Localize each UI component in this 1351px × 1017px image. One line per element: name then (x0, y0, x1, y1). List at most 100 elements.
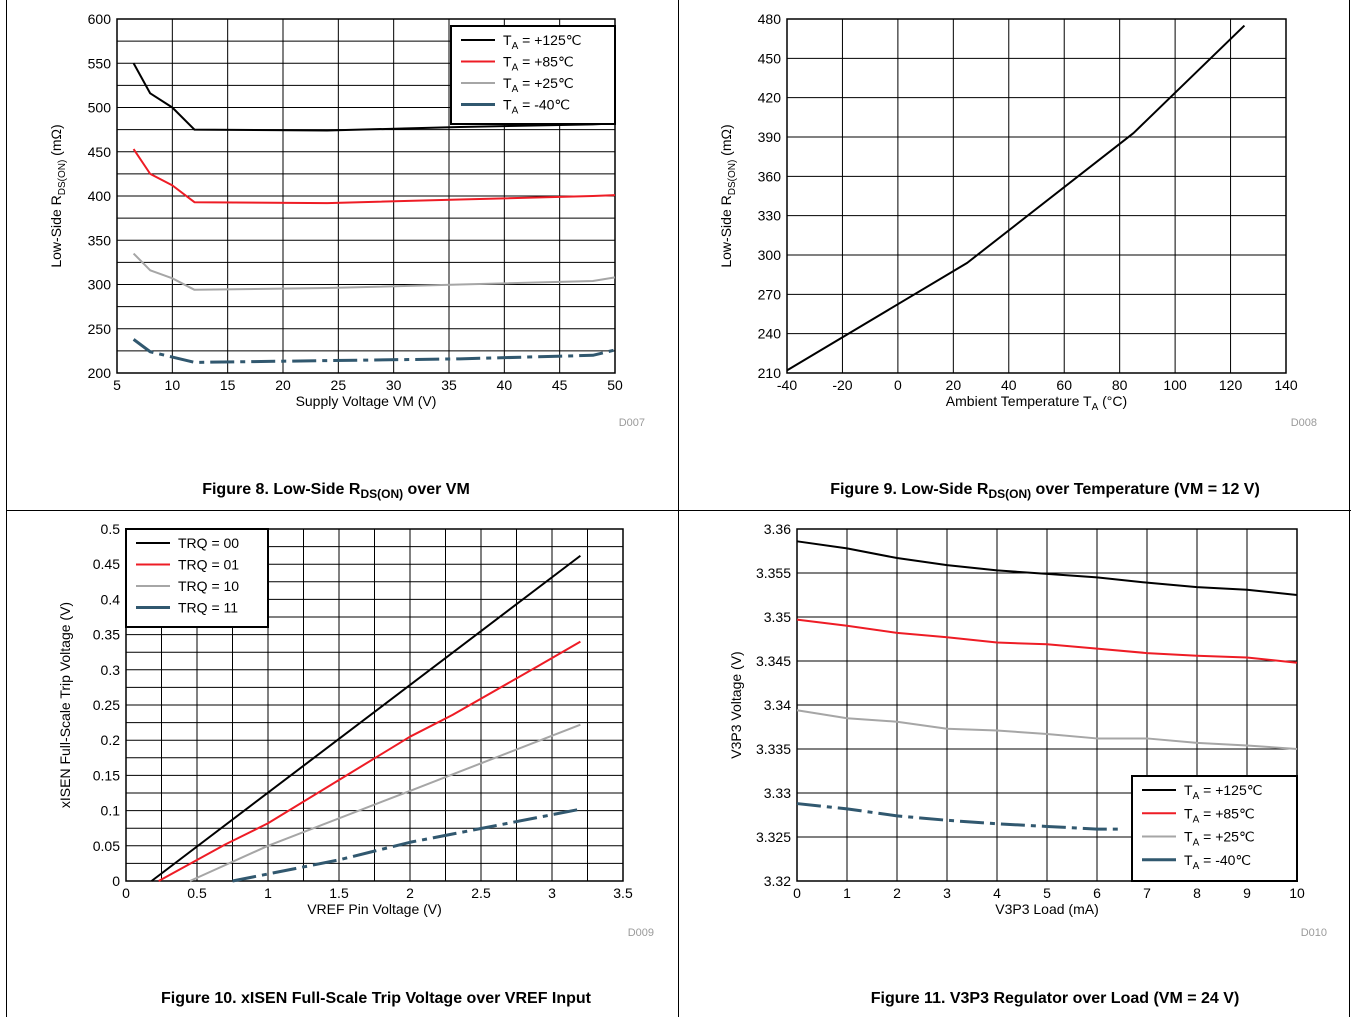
x-tick-label: 3 (943, 885, 951, 901)
figure-caption: Figure 11. V3P3 Regulator over Load (VM … (871, 990, 1240, 1007)
legend-entry: TA = +125℃ (1184, 782, 1262, 802)
legend-entry: TA = +85℃ (1184, 805, 1255, 825)
x-tick-label: 50 (607, 377, 623, 393)
legend-box (1131, 775, 1298, 882)
x-axis-label: V3P3 Load (mA) (995, 901, 1099, 917)
panel-divider-vertical (678, 0, 679, 1017)
series-line (132, 252, 616, 291)
y-tick-label: 3.325 (756, 829, 791, 845)
legend-entry: TRQ = 01 (178, 557, 239, 573)
x-tick-label: 0.5 (187, 885, 207, 901)
series-line (132, 338, 616, 364)
y-tick-label: 600 (88, 11, 112, 27)
legend-entry: TA = +125℃ (503, 32, 581, 52)
y-tick-label: 200 (88, 365, 112, 381)
legend-entry: TA = -40℃ (1184, 852, 1251, 872)
legend-entry: TRQ = 11 (178, 600, 238, 616)
figure-code: D007 (619, 417, 645, 429)
legend-entry: TRQ = 10 (178, 578, 239, 594)
x-tick-label: 5 (1043, 885, 1051, 901)
x-tick-label: 25 (331, 377, 347, 393)
y-tick-label: 3.355 (756, 565, 791, 581)
x-tick-label: 0 (793, 885, 801, 901)
y-tick-label: 0.15 (93, 767, 120, 783)
x-tick-label: 2 (893, 885, 901, 901)
y-tick-label: 360 (758, 168, 782, 184)
series-line (158, 640, 581, 882)
x-axis-label: Ambient Temperature TA (°C) (946, 393, 1127, 413)
y-tick-label: 400 (88, 188, 112, 204)
figure-caption: Figure 9. Low-Side RDS(ON) over Temperat… (830, 481, 1260, 501)
x-tick-label: 10 (165, 377, 181, 393)
x-axis-label: VREF Pin Voltage (V) (307, 901, 442, 917)
x-axis-label: Supply Voltage VM (V) (296, 393, 437, 409)
fig8-chart: 5 10 15 20 25 30 35 40 45 50 200 250 300 350 400 450 500… (48, 11, 645, 501)
legend-entry: TA = +25℃ (1184, 829, 1255, 849)
y-tick-label: 350 (88, 232, 112, 248)
y-tick-label: 480 (758, 11, 782, 27)
x-tick-label: 8 (1193, 885, 1201, 901)
y-tick-label: 0.1 (101, 803, 121, 819)
figure-code: D010 (1301, 927, 1327, 939)
figure-code: D009 (628, 927, 654, 939)
y-tick-label: 0.25 (93, 697, 120, 713)
x-tick-label: 0 (122, 885, 130, 901)
y-tick-label: 0 (112, 873, 120, 889)
x-tick-label: 10 (1289, 885, 1305, 901)
legend-entry: TA = +25℃ (503, 75, 574, 95)
legend-entry: TA = +85℃ (503, 54, 574, 74)
y-tick-label: 450 (758, 50, 782, 66)
y-tick-label: 0.4 (101, 591, 121, 607)
plot-frame (796, 528, 1298, 882)
y-tick-label: 0.45 (93, 556, 120, 572)
y-tick-label: 450 (88, 144, 112, 160)
y-axis-label: Low-Side RDS(ON) (mΩ) (48, 124, 68, 267)
y-tick-label: 420 (758, 90, 782, 106)
x-tick-label: 4 (993, 885, 1001, 901)
fig11-chart: 0 1 2 3 4 5 6 7 8 9 10 3.32 3.325 3.33 3.335 3.34 3.345 3… (728, 521, 1327, 1007)
fig10-chart: 0 0.5 1 1.5 2 2.5 3 3.5 0 0.05 0.1 0.15 0.2 0.25 0.3 0.… (57, 521, 654, 1007)
series-line (232, 807, 581, 883)
x-tick-label: 35 (441, 377, 457, 393)
legend: TA = +125℃ TA = +85℃ TA = +25℃ TA = -40℃ (1131, 775, 1298, 882)
x-tick-label: 80 (1112, 377, 1128, 393)
figure-caption: Figure 10. xISEN Full-Scale Trip Voltage… (161, 990, 592, 1007)
y-tick-label: 330 (758, 208, 782, 224)
y-tick-label: 3.36 (764, 521, 791, 537)
x-tick-label: 100 (1163, 377, 1187, 393)
legend-entry: TRQ = 00 (178, 535, 239, 551)
grid (786, 18, 1287, 374)
x-tick-label: 140 (1274, 377, 1298, 393)
y-tick-label: 240 (758, 326, 782, 342)
y-tick-label: 0.5 (101, 521, 121, 537)
x-tick-label: 30 (386, 377, 402, 393)
y-tick-label: 0.3 (101, 662, 121, 678)
x-tick-label: 45 (552, 377, 568, 393)
figure-code: D008 (1291, 417, 1317, 429)
x-tick-label: 2 (406, 885, 414, 901)
y-tick-label: 3.345 (756, 653, 791, 669)
x-tick-label: 40 (497, 377, 513, 393)
y-tick-label: 270 (758, 286, 782, 302)
panel-divider-horizontal (6, 510, 1351, 511)
fig9-chart: -40 -20 0 20 40 60 80 100 120 140 210 240 270 300 330 3… (718, 11, 1317, 501)
y-tick-label: 250 (88, 321, 112, 337)
plot-frame (786, 18, 1287, 374)
legend: TA = +125℃TA = +85℃TA = +25℃TA = -40℃ (450, 25, 616, 125)
y-tick-label: 0.05 (93, 838, 120, 854)
x-tick-label: 3 (548, 885, 556, 901)
series-line (796, 540, 1298, 596)
y-tick-label: 300 (758, 247, 782, 263)
x-tick-label: -20 (832, 377, 852, 393)
series-line (796, 802, 1122, 831)
legend-entry: TA = -40℃ (503, 97, 570, 117)
x-tick-label: 1.5 (329, 885, 349, 901)
x-tick-label: 60 (1056, 377, 1072, 393)
legend: TRQ = 00 TRQ = 01 TRQ = 10 TRQ = 11 (125, 528, 269, 628)
y-axis-label: Low-Side RDS(ON) (mΩ) (718, 124, 738, 267)
y-axis-label: xISEN Full-Scale Trip Voltage (V) (57, 602, 73, 808)
legend-box (450, 25, 616, 125)
series-line (786, 24, 1246, 372)
